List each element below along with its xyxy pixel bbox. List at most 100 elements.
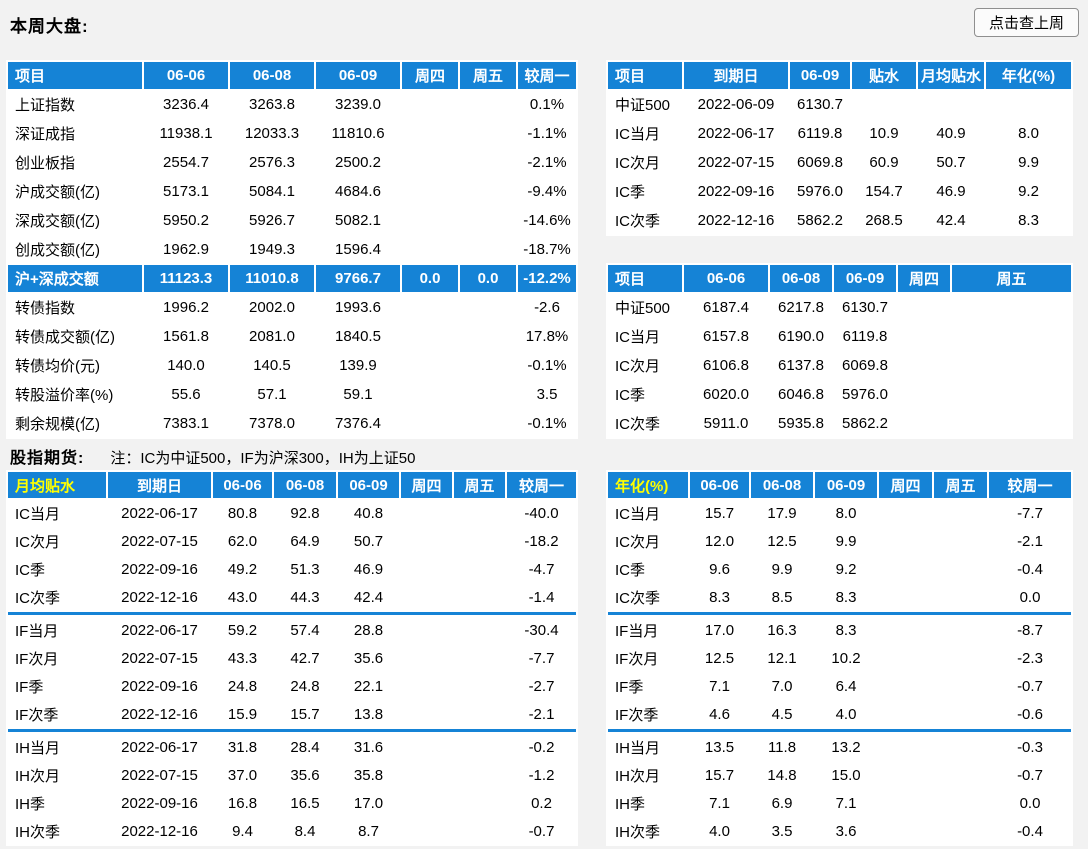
data-cell: 5862.2	[834, 410, 896, 437]
table-row: IH次季 2022-12-16 9.4 8.4 8.7 -0.7	[8, 818, 576, 844]
header-row: 月均贴水 到期日 06-06 06-08 06-09 周四 周五 较周一	[8, 472, 576, 498]
data-cell: -18.2	[507, 528, 576, 554]
data-cell: 2022-09-16	[108, 556, 211, 582]
data-cell: 2002.0	[230, 294, 314, 321]
data-cell: 6069.8	[834, 352, 896, 379]
data-cell	[898, 294, 950, 321]
data-cell: -2.3	[989, 645, 1071, 671]
data-cell: 9.4	[213, 818, 272, 844]
data-cell	[454, 528, 505, 554]
data-cell: -2.1%	[518, 149, 576, 176]
row-label: IH次月	[8, 762, 106, 788]
data-cell	[401, 617, 452, 643]
data-cell: 3.5	[518, 381, 576, 408]
data-cell: 14.8	[751, 762, 813, 788]
data-cell: 17.9	[751, 500, 813, 526]
data-cell: 4684.6	[316, 178, 400, 205]
row-label: IF季	[8, 673, 106, 699]
data-cell: 12.1	[751, 645, 813, 671]
data-cell: 17.0	[338, 790, 399, 816]
data-cell: 10.2	[815, 645, 877, 671]
view-last-week-button[interactable]: 点击查上周	[973, 8, 1079, 37]
data-cell: -14.6%	[518, 207, 576, 234]
table-row: IF次季 4.6 4.5 4.0 -0.6	[608, 701, 1071, 727]
row-label: IC当月	[608, 323, 682, 350]
data-cell	[879, 645, 932, 671]
column-header: 06-09	[316, 62, 400, 89]
futures-section-note: 注：IC为中证500，IF为沪深300，IH为上证50	[110, 450, 416, 467]
table-row: IC当月 2022-06-17 6119.8 10.9 40.9 8.0	[608, 120, 1071, 147]
group-separator	[608, 612, 1071, 615]
row-label: 深成交额(亿)	[8, 207, 142, 234]
table-row: IH当月 13.5 11.8 13.2 -0.3	[608, 734, 1071, 760]
data-cell: 6187.4	[684, 294, 768, 321]
data-cell: 42.4	[918, 207, 984, 234]
data-cell: 35.6	[274, 762, 336, 788]
column-header: 周五	[454, 472, 505, 498]
data-cell: 15.7	[274, 701, 336, 727]
data-cell: 3.6	[815, 818, 877, 844]
data-cell: -0.7	[989, 762, 1071, 788]
data-cell	[401, 701, 452, 727]
futures-section-header: 股指期货: 注：IC为中证500，IF为沪深300，IH为上证50	[10, 444, 415, 468]
data-cell	[454, 790, 505, 816]
table-row: IC当月 2022-06-17 80.8 92.8 40.8 -40.0	[8, 500, 576, 526]
data-cell	[879, 617, 932, 643]
data-cell: 6106.8	[684, 352, 768, 379]
data-cell: 9766.7	[316, 265, 400, 292]
column-header: 周五	[934, 472, 987, 498]
column-header: 周四	[402, 62, 458, 89]
data-cell	[952, 381, 1071, 408]
column-header: 月均贴水	[8, 472, 106, 498]
table-row: IC次季 2022-12-16 5862.2 268.5 42.4 8.3	[608, 207, 1071, 234]
data-cell: -0.2	[507, 734, 576, 760]
column-header: 06-06	[213, 472, 272, 498]
data-cell	[460, 236, 516, 263]
data-cell	[460, 410, 516, 437]
data-cell: 8.4	[274, 818, 336, 844]
column-header: 周四	[401, 472, 452, 498]
column-header: 到期日	[684, 62, 788, 89]
data-cell: 43.0	[213, 584, 272, 610]
data-cell: 6119.8	[790, 120, 850, 147]
data-cell	[934, 673, 987, 699]
data-cell	[934, 584, 987, 610]
data-cell: -1.1%	[518, 120, 576, 147]
table-row: IC次季 5911.0 5935.8 5862.2	[608, 410, 1071, 437]
data-cell	[402, 294, 458, 321]
column-header: 到期日	[108, 472, 211, 498]
data-cell: 5935.8	[770, 410, 832, 437]
data-cell: 2022-12-16	[684, 207, 788, 234]
data-cell: 5911.0	[684, 410, 768, 437]
data-cell: -7.7	[507, 645, 576, 671]
data-cell: 4.5	[751, 701, 813, 727]
data-cell	[401, 734, 452, 760]
data-cell: 1993.6	[316, 294, 400, 321]
data-cell: 40.8	[338, 500, 399, 526]
row-label: IF当月	[8, 617, 106, 643]
data-cell: 2022-09-16	[684, 178, 788, 205]
data-cell: 4.6	[690, 701, 749, 727]
row-label: 沪成交额(亿)	[8, 178, 142, 205]
data-cell: -40.0	[507, 500, 576, 526]
data-cell	[879, 584, 932, 610]
group-separator	[8, 729, 576, 732]
data-cell: -4.7	[507, 556, 576, 582]
row-label: IF季	[608, 673, 688, 699]
table-row: IF当月 2022-06-17 59.2 57.4 28.8 -30.4	[8, 617, 576, 643]
column-header: 项目	[608, 62, 682, 89]
data-cell: 64.9	[274, 528, 336, 554]
column-header: 06-09	[815, 472, 877, 498]
data-cell: 2022-12-16	[108, 701, 211, 727]
table-row: 创业板指 2554.7 2576.3 2500.2 -2.1%	[8, 149, 576, 176]
data-cell	[460, 352, 516, 379]
column-header: 较周一	[518, 62, 576, 89]
data-cell	[460, 120, 516, 147]
data-cell: 7383.1	[144, 410, 228, 437]
column-header: 项目	[608, 265, 682, 292]
data-cell	[460, 149, 516, 176]
data-cell	[460, 381, 516, 408]
group-separator-line	[8, 612, 576, 615]
data-cell: 13.8	[338, 701, 399, 727]
data-cell: 6069.8	[790, 149, 850, 176]
